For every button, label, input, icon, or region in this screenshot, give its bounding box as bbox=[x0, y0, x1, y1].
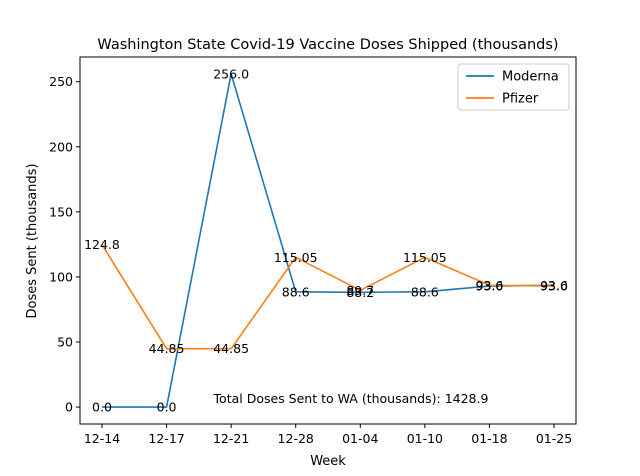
data-label-moderna: 256.0 bbox=[213, 66, 249, 81]
legend: Moderna Pfizer bbox=[457, 63, 570, 111]
data-label-moderna: 88.6 bbox=[282, 284, 310, 299]
data-label-pfizer: 93.0 bbox=[540, 279, 568, 294]
data-label-moderna: 93.0 bbox=[476, 279, 504, 294]
x-tick-label: 01-10 bbox=[407, 431, 443, 446]
data-label-moderna: 0.0 bbox=[92, 400, 112, 415]
data-label-moderna: 0.0 bbox=[157, 400, 177, 415]
data-label-pfizer: 93.6 bbox=[476, 278, 504, 293]
plot-frame bbox=[79, 56, 577, 425]
x-tick-label: 01-18 bbox=[471, 431, 507, 446]
data-label-moderna: 93.6 bbox=[540, 278, 568, 293]
x-axis-label: Week bbox=[310, 454, 346, 469]
x-tick-label: 01-04 bbox=[342, 431, 378, 446]
y-tick-label: 200 bbox=[49, 139, 73, 154]
y-tick-label: 50 bbox=[57, 335, 73, 350]
legend-label-moderna: Moderna bbox=[502, 70, 559, 85]
x-tick-label: 12-14 bbox=[84, 431, 120, 446]
series-line-moderna bbox=[102, 73, 555, 408]
data-label-pfizer: 44.85 bbox=[213, 341, 249, 356]
y-tick-label: 0 bbox=[65, 400, 73, 415]
series-line-pfizer bbox=[101, 244, 555, 350]
y-axis-label: Doses Sent (thousands) bbox=[25, 163, 40, 318]
data-label-pfizer: 44.85 bbox=[149, 341, 185, 356]
data-label-moderna: 88.2 bbox=[346, 285, 374, 300]
data-label-moderna: 88.6 bbox=[411, 284, 439, 299]
chart-title: Washington State Covid-19 Vaccine Doses … bbox=[97, 37, 558, 53]
total-doses-annotation: Total Doses Sent to WA (thousands): 1428… bbox=[213, 391, 489, 406]
y-tick-label: 150 bbox=[49, 204, 73, 219]
y-tick-label: 250 bbox=[49, 74, 73, 89]
legend-label-pfizer: Pfizer bbox=[502, 92, 539, 107]
y-axis: 0 50 100 150 200 250 bbox=[49, 74, 80, 415]
x-tick-label: 01-25 bbox=[536, 431, 572, 446]
x-axis: 12-14 12-17 12-21 12-28 01-04 01-10 01-18 01-25 bbox=[84, 424, 572, 446]
y-tick-label: 100 bbox=[49, 269, 73, 284]
x-tick-label: 12-28 bbox=[278, 431, 314, 446]
data-label-pfizer: 124.8 bbox=[84, 237, 120, 252]
data-label-pfizer: 115.05 bbox=[403, 250, 447, 265]
data-label-pfizer: 89.7 bbox=[346, 283, 374, 298]
x-tick-label: 12-17 bbox=[148, 431, 184, 446]
data-label-pfizer: 115.05 bbox=[274, 250, 318, 265]
x-tick-label: 12-21 bbox=[213, 431, 249, 446]
